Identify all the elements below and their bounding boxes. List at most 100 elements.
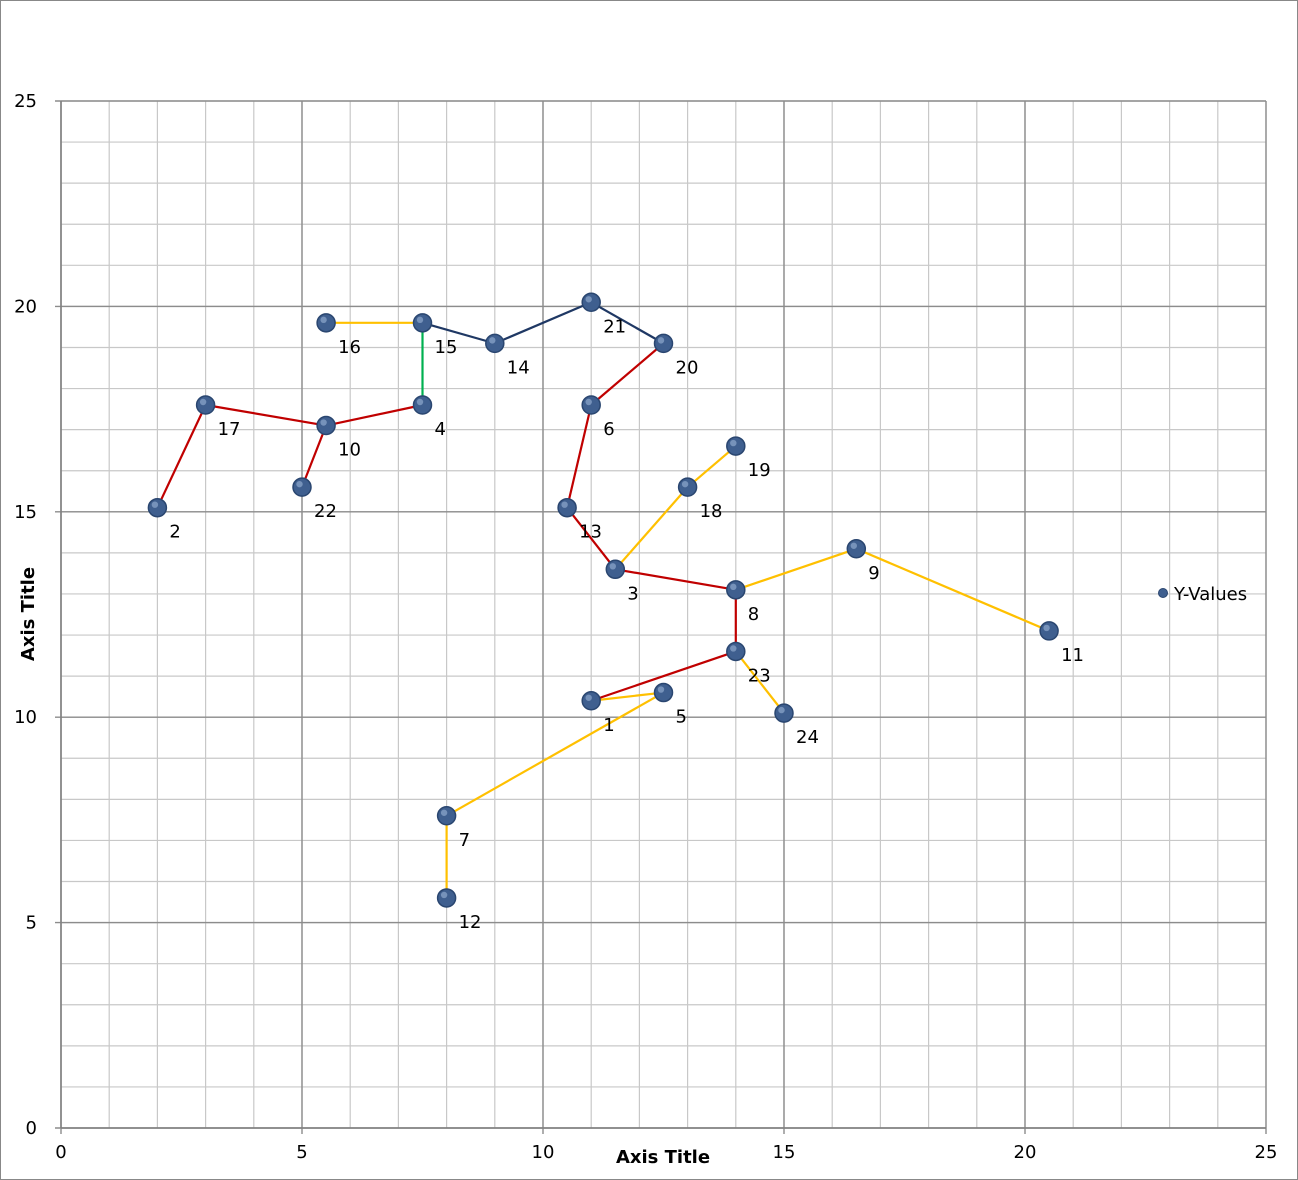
data-point-18 [677,477,698,497]
data-point-highlight [440,809,448,816]
data-point-highlight [730,439,737,447]
data-label-23: 23 [748,665,771,686]
connector-lines [156,301,1050,898]
data-label-8: 8 [748,604,759,625]
connector-8-9 [735,547,857,591]
data-label-22: 22 [314,501,337,522]
x-tick-labels: 0 5 10 15 20 25 [55,1142,1277,1163]
data-label-17: 17 [218,419,241,440]
data-point-highlight [199,398,207,406]
data-label-5: 5 [676,707,687,728]
connector-14-21 [494,301,592,345]
data-point-highlight [585,296,592,303]
data-point-7 [436,806,457,826]
data-point-highlight [681,480,689,488]
data-point-19 [726,436,746,456]
legend-label: Y-Values [1173,584,1247,605]
data-point-14 [485,333,505,354]
x-tick-label: 15 [773,1142,796,1163]
data-point-22 [292,477,312,497]
data-point-12 [436,888,457,908]
data-point-5 [653,682,674,703]
data-label-12: 12 [459,912,482,933]
data-point-20 [653,333,674,354]
y-tick-label: 25 [14,91,37,112]
axes [60,101,1266,1129]
data-point-highlight [440,891,448,899]
data-point-23 [726,641,746,662]
data-point-21 [581,292,601,313]
data-point-highlight [320,419,327,426]
data-point-4 [412,395,433,415]
data-point-16 [316,313,336,333]
data-point-highlight [730,645,737,652]
connector-23-24 [734,650,785,714]
data-point-highlight [151,501,159,508]
data-label-13: 13 [579,522,602,543]
data-point-2 [147,497,168,518]
connector-9-11 [855,547,1050,632]
connector-3-18 [614,486,689,571]
y-tick-label: 20 [14,296,37,317]
data-point-highlight [778,706,785,714]
data-label-20: 20 [676,357,699,378]
connector-1-5 [591,691,664,702]
data-point-15 [412,313,433,333]
data-point-highlight [296,480,303,488]
legend: Y-Values [1158,584,1247,605]
x-tick-label: 5 [296,1142,307,1163]
data-label-7: 7 [459,830,470,851]
data-point-6 [581,395,601,415]
connector-10-22 [300,425,328,488]
data-point-9 [846,539,867,559]
data-label-18: 18 [700,501,723,522]
x-tick-label: 25 [1255,1142,1278,1163]
data-points [147,292,1059,908]
data-label-15: 15 [435,337,458,358]
data-point-highlight [657,686,665,693]
y-axis-title: Axis Title [18,567,39,661]
y-tick-label: 15 [14,502,37,523]
y-tick-label: 0 [26,1118,37,1139]
data-point-highlight [489,337,496,344]
connector-17-10 [205,403,327,427]
data-label-10: 10 [338,440,361,461]
minor-gridlines [60,100,1267,1129]
data-point-11 [1039,621,1059,641]
data-point-1 [581,691,601,711]
data-label-11: 11 [1061,645,1084,666]
data-point-13 [557,497,577,518]
connector-3-8 [615,568,736,591]
data-point-highlight [320,316,327,324]
data-label-24: 24 [796,727,819,748]
data-point-highlight [585,694,592,701]
data-point-highlight [730,583,737,591]
x-tick-label: 0 [55,1142,66,1163]
data-point-8 [726,580,746,600]
data-label-21: 21 [603,316,626,337]
data-point-highlight [657,337,665,344]
data-label-3: 3 [627,583,638,604]
connector-21-20 [590,301,665,345]
x-axis-title: Axis Title [616,1147,710,1168]
connector-20-6 [590,342,665,406]
data-point-3 [605,559,626,580]
data-label-9: 9 [868,563,879,584]
data-point-highlight [585,398,592,406]
data-point-highlight [561,501,568,508]
data-point-10 [316,415,336,436]
data-point-highlight [850,542,857,549]
data-point-17 [195,395,216,415]
y-tick-label: 5 [26,913,37,934]
data-point-highlight [416,316,424,324]
data-label-4: 4 [435,419,446,440]
data-point-highlight [416,398,424,406]
connector-5-7 [446,691,665,817]
x-tick-label: 10 [532,1142,555,1163]
data-point-highlight [609,563,616,570]
connector-10-4 [325,403,423,427]
x-tick-label: 20 [1014,1142,1037,1163]
